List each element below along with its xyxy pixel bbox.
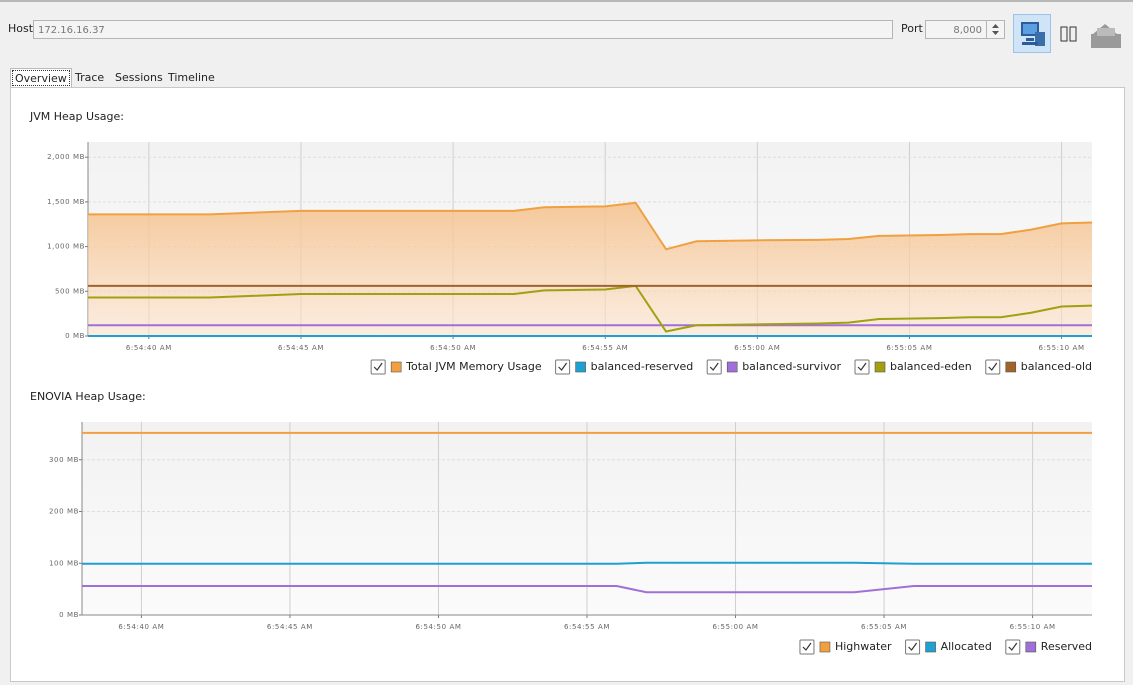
y-tick-label: 500 MB bbox=[55, 287, 85, 295]
area bbox=[88, 202, 1092, 336]
legend-label: balanced-old bbox=[1021, 360, 1092, 373]
series-line bbox=[88, 201, 1093, 251]
check-mark bbox=[802, 642, 812, 651]
chart-title: ENOVIA Heap Usage: bbox=[30, 390, 146, 403]
legend-checkbox[interactable] bbox=[799, 639, 815, 655]
tab[interactable]: Sessions bbox=[115, 71, 163, 84]
port-spinner[interactable] bbox=[986, 20, 1006, 39]
host-input[interactable]: 172.16.16.37 bbox=[33, 20, 893, 39]
port-input[interactable]: 8,000 bbox=[925, 20, 987, 39]
legend-label: Total JVM Memory Usage bbox=[405, 360, 542, 373]
x-tick-label: 6:54:55 AM bbox=[582, 344, 628, 352]
tab[interactable]: Trace bbox=[75, 71, 105, 84]
legend-label: balanced-eden bbox=[890, 360, 972, 373]
check-mark bbox=[558, 362, 568, 371]
layout-button[interactable] bbox=[1060, 26, 1077, 42]
y-tick-label: 0 MB bbox=[65, 332, 85, 340]
legend-label: Allocated bbox=[941, 640, 992, 653]
legend-label: balanced-reserved bbox=[591, 360, 694, 373]
y-tick-label: 300 MB bbox=[49, 456, 79, 464]
x-tick-label: 6:55:00 AM bbox=[734, 344, 780, 352]
legend-checkbox[interactable] bbox=[905, 639, 921, 655]
y-tick-label: 100 MB bbox=[49, 559, 79, 567]
series-line bbox=[88, 284, 1093, 333]
legend-swatch bbox=[1005, 361, 1017, 373]
check-mark bbox=[709, 362, 719, 371]
legend-checkbox[interactable] bbox=[555, 359, 571, 375]
x-tick-label: 6:55:10 AM bbox=[1039, 344, 1085, 352]
legend-label: Highwater bbox=[835, 640, 892, 653]
port-label: Port bbox=[901, 22, 923, 35]
legend-checkbox[interactable] bbox=[985, 359, 1001, 375]
toolbar-icons bbox=[1013, 14, 1121, 53]
check-mark bbox=[857, 362, 867, 371]
legend-checkbox[interactable] bbox=[1005, 639, 1021, 655]
legend-swatch bbox=[726, 361, 738, 373]
y-tick-label: 200 MB bbox=[49, 508, 79, 516]
x-tick-label: 6:55:10 AM bbox=[1010, 623, 1056, 631]
y-tick-label: 0 MB bbox=[59, 611, 79, 619]
host-label: Host bbox=[8, 22, 34, 35]
legend-swatch bbox=[874, 361, 886, 373]
legend-label: Reserved bbox=[1041, 640, 1092, 653]
legend-swatch bbox=[819, 641, 831, 653]
tab[interactable]: Timeline bbox=[168, 71, 215, 84]
x-tick-label: 6:54:50 AM bbox=[415, 623, 461, 631]
legend-checkbox[interactable] bbox=[854, 359, 870, 375]
legend-swatch bbox=[1025, 641, 1037, 653]
check-mark bbox=[908, 642, 918, 651]
check-mark bbox=[1008, 642, 1018, 651]
x-tick-label: 6:54:55 AM bbox=[564, 623, 610, 631]
x-tick-label: 6:55:05 AM bbox=[861, 623, 907, 631]
x-tick-label: 6:54:50 AM bbox=[430, 344, 476, 352]
y-tick-label: 1,000 MB bbox=[47, 243, 85, 251]
legend-checkbox[interactable] bbox=[706, 359, 722, 375]
x-tick-label: 6:54:40 AM bbox=[126, 344, 172, 352]
chart-title: JVM Heap Usage: bbox=[29, 110, 124, 123]
y-tick-label: 2,000 MB bbox=[47, 153, 85, 161]
x-tick-label: 6:55:00 AM bbox=[713, 623, 759, 631]
check-mark bbox=[373, 362, 383, 371]
legend-swatch bbox=[390, 361, 402, 373]
x-tick-label: 6:54:45 AM bbox=[278, 344, 324, 352]
tab[interactable]: Overview bbox=[10, 68, 72, 88]
legend-label: balanced-survivor bbox=[742, 360, 841, 373]
connect-button[interactable] bbox=[1013, 14, 1051, 53]
check-mark bbox=[988, 362, 998, 371]
series-line bbox=[82, 585, 1092, 594]
print-button[interactable] bbox=[1091, 24, 1121, 48]
x-tick-label: 6:54:40 AM bbox=[118, 623, 164, 631]
x-tick-label: 6:54:45 AM bbox=[267, 623, 313, 631]
x-tick-label: 6:55:05 AM bbox=[886, 344, 932, 352]
legend-swatch bbox=[925, 641, 936, 653]
legend-swatch bbox=[575, 361, 586, 373]
top-border bbox=[0, 0, 1133, 2]
y-tick-label: 1,500 MB bbox=[47, 198, 85, 206]
legend-checkbox[interactable] bbox=[370, 359, 386, 375]
series-line bbox=[82, 561, 1092, 565]
